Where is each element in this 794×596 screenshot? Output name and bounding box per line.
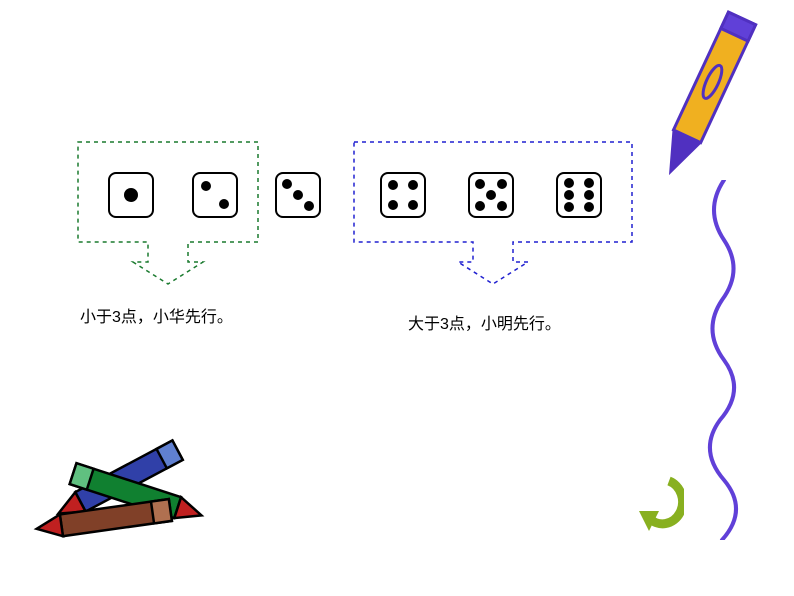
die-face-3	[275, 172, 321, 218]
die-face-1	[108, 172, 154, 218]
curved-arrow-icon	[634, 476, 684, 536]
die-face-6	[556, 172, 602, 218]
crayon-top-right	[634, 0, 774, 200]
die-face-4	[380, 172, 426, 218]
crayons-bottom-left	[30, 416, 210, 566]
left-rule-label: 小于3点，小华先行。	[80, 303, 233, 327]
right-rule-label: 大于3点，小明先行。	[408, 310, 561, 334]
die-face-5	[468, 172, 514, 218]
die-face-2	[192, 172, 238, 218]
squiggle-line	[694, 180, 754, 540]
